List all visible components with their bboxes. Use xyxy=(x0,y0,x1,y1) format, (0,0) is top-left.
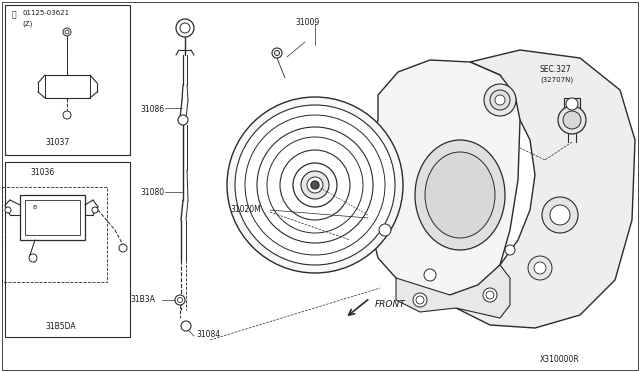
Circle shape xyxy=(175,295,185,305)
Circle shape xyxy=(413,293,427,307)
Circle shape xyxy=(293,163,337,207)
Text: (Z): (Z) xyxy=(22,20,33,26)
Circle shape xyxy=(416,296,424,304)
Circle shape xyxy=(424,269,436,281)
Text: FRONT: FRONT xyxy=(375,300,406,309)
Circle shape xyxy=(542,197,578,233)
Circle shape xyxy=(235,105,395,265)
Circle shape xyxy=(257,127,373,243)
Text: 31084: 31084 xyxy=(196,330,220,339)
Circle shape xyxy=(92,207,98,213)
Circle shape xyxy=(301,171,329,199)
Circle shape xyxy=(558,106,586,134)
Circle shape xyxy=(484,84,516,116)
Circle shape xyxy=(563,111,581,129)
Circle shape xyxy=(490,90,510,110)
Bar xyxy=(2,187,107,282)
Bar xyxy=(20,195,85,240)
Text: 31B3A: 31B3A xyxy=(130,295,155,304)
Circle shape xyxy=(29,254,37,262)
Bar xyxy=(5,162,130,337)
Circle shape xyxy=(486,291,494,299)
Circle shape xyxy=(63,111,71,119)
Circle shape xyxy=(181,321,191,331)
Text: Ⓑ: Ⓑ xyxy=(12,10,17,19)
Circle shape xyxy=(180,23,190,33)
Circle shape xyxy=(5,207,11,213)
Text: X310000R: X310000R xyxy=(540,355,580,364)
Circle shape xyxy=(307,177,323,193)
Bar xyxy=(5,5,130,155)
Text: 31086: 31086 xyxy=(140,105,164,114)
Text: 31009: 31009 xyxy=(295,18,319,27)
PathPatch shape xyxy=(396,265,510,318)
Circle shape xyxy=(65,30,69,34)
Circle shape xyxy=(505,245,515,255)
Text: B: B xyxy=(32,205,36,210)
Bar xyxy=(25,200,80,235)
Circle shape xyxy=(550,205,570,225)
Circle shape xyxy=(311,181,319,189)
Circle shape xyxy=(275,51,280,55)
Circle shape xyxy=(495,95,505,105)
Circle shape xyxy=(63,28,71,36)
PathPatch shape xyxy=(450,50,635,328)
PathPatch shape xyxy=(368,60,520,295)
Circle shape xyxy=(178,115,188,125)
Circle shape xyxy=(119,244,127,252)
Circle shape xyxy=(483,288,497,302)
Circle shape xyxy=(177,298,182,302)
Circle shape xyxy=(267,137,363,233)
Circle shape xyxy=(280,150,350,220)
Text: 31036: 31036 xyxy=(30,168,54,177)
Circle shape xyxy=(528,256,552,280)
Text: 31020M: 31020M xyxy=(230,205,260,214)
Bar xyxy=(564,98,580,110)
Ellipse shape xyxy=(425,152,495,238)
Circle shape xyxy=(176,19,194,37)
Text: 31037: 31037 xyxy=(45,138,69,147)
Circle shape xyxy=(272,48,282,58)
Circle shape xyxy=(534,262,546,274)
Circle shape xyxy=(379,224,391,236)
Text: (32707N): (32707N) xyxy=(540,76,573,83)
Circle shape xyxy=(227,97,403,273)
Circle shape xyxy=(245,115,385,255)
Circle shape xyxy=(566,98,578,110)
Text: 01125-03621: 01125-03621 xyxy=(22,10,69,16)
Text: 31B5DA: 31B5DA xyxy=(45,322,76,331)
Text: 31080: 31080 xyxy=(140,188,164,197)
Ellipse shape xyxy=(415,140,505,250)
Text: SEC.327: SEC.327 xyxy=(540,65,572,74)
